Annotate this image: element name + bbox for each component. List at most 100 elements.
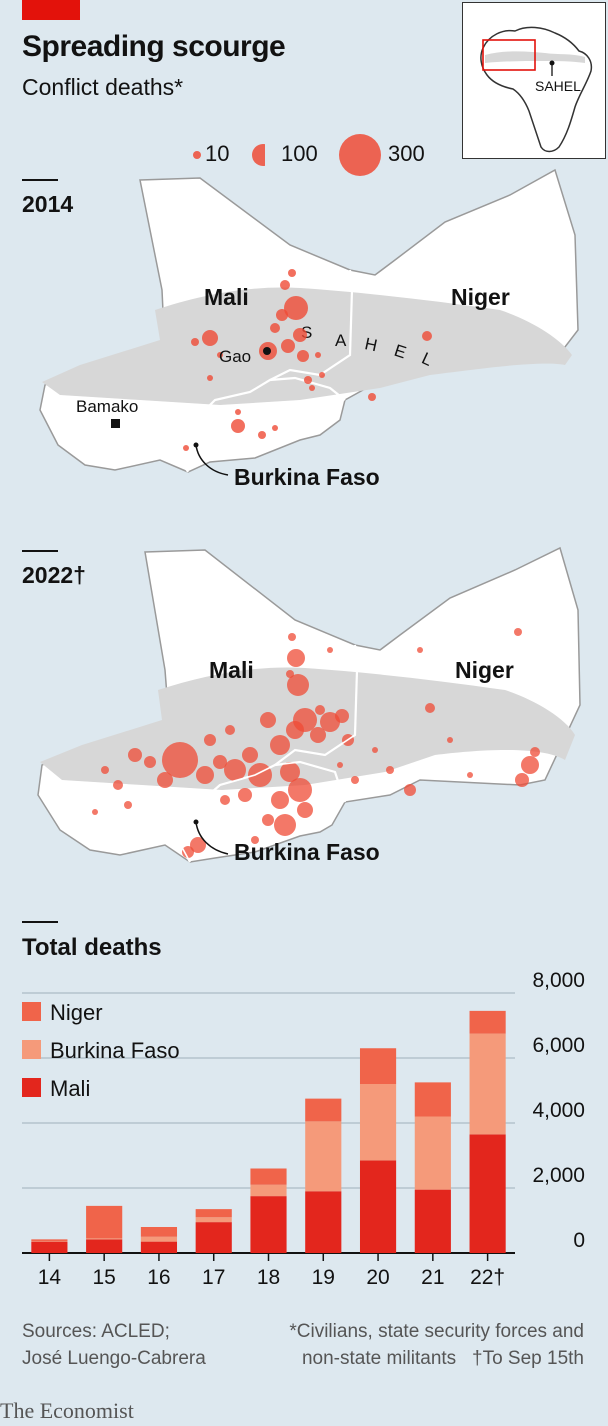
legend-label: Burkina Faso <box>50 1038 180 1063</box>
footnote-line-2a: non-state militants <box>301 1348 457 1369</box>
legend-label: Niger <box>50 1000 103 1025</box>
brand-wordmark: The Economist <box>0 1398 134 1423</box>
dot-2022 <box>286 670 294 678</box>
x-tick-label: 17 <box>202 1266 225 1289</box>
sources-line-2: José Luengo-Cabrera <box>22 1348 206 1369</box>
dot-2022 <box>260 712 276 728</box>
sources: Sources: ACLED; José Luengo-Cabrera <box>22 1318 206 1372</box>
dot-2022 <box>251 836 259 844</box>
dot-2014 <box>284 296 308 320</box>
dot-2022 <box>287 649 305 667</box>
dot-2022 <box>514 628 522 636</box>
dot-2014 <box>191 338 199 346</box>
dot-2014 <box>315 352 321 358</box>
dot-2022 <box>351 776 359 784</box>
sahel-letter-e: E <box>392 341 409 363</box>
bar-segment-mali <box>469 1134 506 1253</box>
label-bamako: Bamako <box>76 397 138 416</box>
y-tick-label: 6,000 <box>532 1034 585 1057</box>
chart-subtitle: Conflict deaths* <box>22 74 184 100</box>
dot-2022 <box>274 814 296 836</box>
y-tick-label: 8,000 <box>532 969 585 992</box>
dot-2022 <box>196 766 214 784</box>
x-tick-label: 19 <box>312 1266 335 1289</box>
dot-2022 <box>287 674 309 696</box>
dot-2014 <box>217 352 223 358</box>
dot-2014 <box>309 385 315 391</box>
label-gao: Gao <box>219 347 251 366</box>
chart-title: Spreading scourge <box>22 30 286 63</box>
size-legend-dot-300 <box>339 134 381 176</box>
bar-segment-burkina-faso <box>250 1184 287 1197</box>
burkina-pointer-line-2022 <box>195 821 229 855</box>
footnote-line-2: non-state militants †To Sep 15th <box>289 1345 584 1372</box>
dot-2022 <box>337 762 343 768</box>
rule-2014 <box>22 179 58 181</box>
x-tick-label: 16 <box>147 1266 170 1289</box>
dot-2022 <box>288 778 312 802</box>
dot-2014 <box>202 330 218 346</box>
dot-2022 <box>293 708 317 732</box>
dot-2014 <box>422 331 432 341</box>
bar-chart: 0 2,000 4,000 6,000 8,000 14 15 16 17 18 19 20 21 22… <box>22 969 585 1289</box>
bar-segment-burkina-faso <box>414 1116 451 1190</box>
dot-2022 <box>113 780 123 790</box>
sahel-letter-a: A <box>335 331 347 350</box>
gao-city-marker <box>263 347 271 355</box>
dot-2022 <box>280 762 300 782</box>
dot-2022 <box>521 756 539 774</box>
conflict-dots-2014 <box>183 269 432 451</box>
dot-2014 <box>270 323 280 333</box>
footnote-line-2b: †To Sep 15th <box>472 1348 584 1369</box>
conflict-dots-2022 <box>92 628 540 858</box>
rule-2022 <box>22 550 58 552</box>
size-legend-label-10: 10 <box>205 141 230 166</box>
bar-segment-mali <box>195 1222 232 1253</box>
dot-2014 <box>207 375 213 381</box>
dot-2022 <box>224 759 246 781</box>
sources-line-1: Sources: ACLED; <box>22 1321 170 1342</box>
dot-2022 <box>310 727 326 743</box>
legend-swatch <box>22 1040 41 1059</box>
dot-2014 <box>183 445 189 451</box>
size-legend-label-100: 100 <box>281 141 318 166</box>
bar-segment-burkina-faso <box>86 1238 123 1240</box>
dot-2022 <box>515 773 529 787</box>
bar-segment-mali <box>250 1196 287 1253</box>
map-2014: Mali Niger S A H E L Gao Bamako Burkina … <box>39 168 579 490</box>
bar-segment-burkina-faso <box>195 1217 232 1223</box>
bar-segment-burkina-faso <box>140 1236 178 1242</box>
dot-2022 <box>101 766 109 774</box>
x-tick-label: 15 <box>92 1266 115 1289</box>
size-legend-dot-100 <box>252 144 265 166</box>
dot-2014 <box>280 280 290 290</box>
bar-segment-mali <box>305 1191 342 1253</box>
bar-segment-burkina-faso <box>305 1121 342 1192</box>
dot-2022 <box>417 647 423 653</box>
bar-segment-burkina-faso <box>31 1240 68 1242</box>
dot-2022 <box>92 809 98 815</box>
brand-red-bar <box>22 0 80 20</box>
dot-2014 <box>231 419 245 433</box>
year-label-2014: 2014 <box>22 191 74 217</box>
bamako-city-marker <box>111 419 120 428</box>
inset-sahel-label: SAHEL <box>535 78 581 94</box>
bar-segment-niger <box>86 1205 123 1239</box>
map-2022: Mali Niger Burkina Faso <box>37 546 581 865</box>
label-burkina-2014: Burkina Faso <box>234 464 380 490</box>
label-niger-2014: Niger <box>451 284 510 310</box>
dot-2022 <box>204 734 216 746</box>
bar-segment-niger <box>31 1239 68 1241</box>
label-mali-2014: Mali <box>204 284 249 310</box>
label-niger-2022: Niger <box>455 657 514 683</box>
bar-segment-niger <box>414 1082 451 1117</box>
dot-2014 <box>297 350 309 362</box>
legend-layer: Niger Burkina Faso Mali <box>22 1000 180 1101</box>
dot-2022 <box>467 772 473 778</box>
dot-2022 <box>248 763 272 787</box>
map-2022-borders-overlay <box>166 644 358 863</box>
dot-2022 <box>425 703 435 713</box>
footnote: *Civilians, state security forces and no… <box>289 1318 584 1372</box>
dot-2022 <box>220 795 230 805</box>
dot-2022 <box>315 705 325 715</box>
